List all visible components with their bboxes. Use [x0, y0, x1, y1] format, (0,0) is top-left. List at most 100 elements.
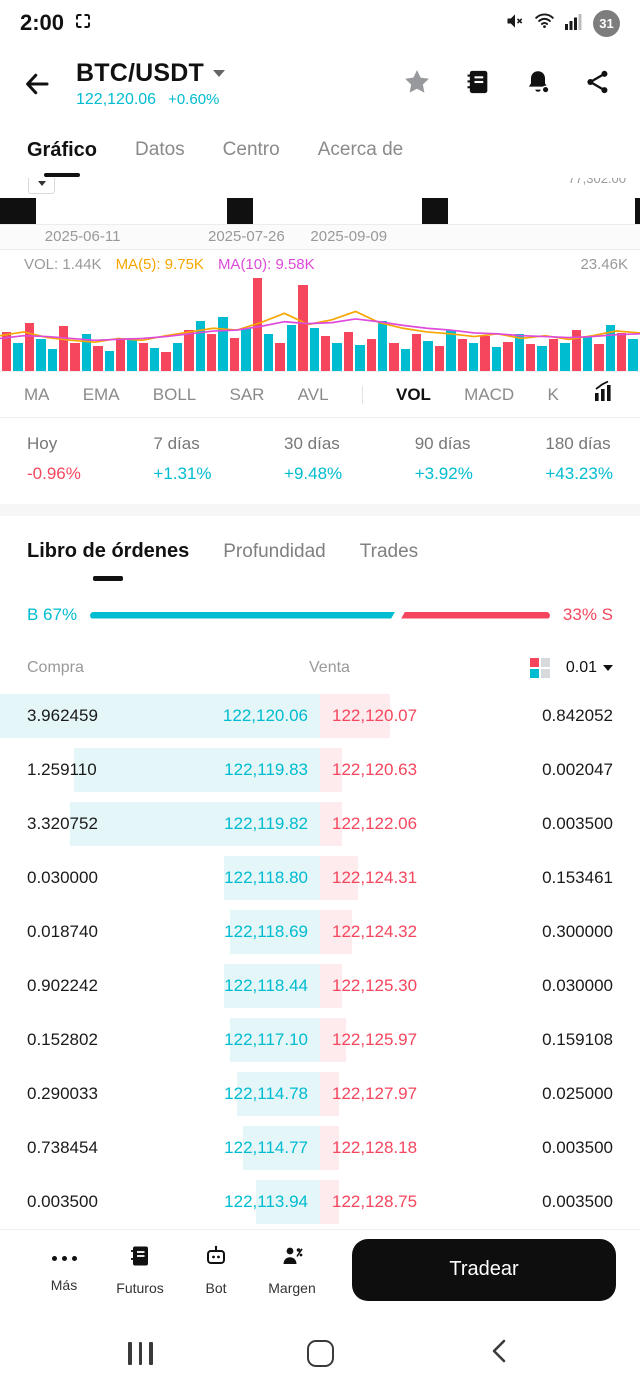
sell-price[interactable]: 122,124.31 — [332, 868, 418, 887]
orderbook-row[interactable]: 0.003500 122,113.94 122,128.75 0.003500 — [0, 1175, 640, 1229]
back-nav-icon[interactable] — [488, 1337, 512, 1370]
chart-settings-icon[interactable] — [592, 380, 616, 409]
margin-button[interactable]: Margen — [254, 1244, 330, 1296]
volume-bar — [36, 339, 46, 371]
bot-icon — [204, 1244, 228, 1273]
tab-acerca-de[interactable]: Acerca de — [317, 139, 404, 160]
favorite-star-icon[interactable] — [402, 67, 432, 102]
sell-price[interactable]: 122,128.18 — [332, 1138, 418, 1157]
indicator-macd[interactable]: MACD — [464, 384, 515, 404]
screenshot-icon — [74, 12, 92, 35]
orderbook-row[interactable]: 0.152802 122,117.10 122,125.97 0.159108 — [0, 1013, 640, 1067]
tab-profundidad[interactable]: Profundidad — [223, 541, 326, 562]
axis-price-label: 77,302.00 — [568, 178, 626, 186]
volume-bar — [389, 343, 399, 371]
indicator-boll[interactable]: BOLL — [152, 384, 197, 404]
price-chart-clipped[interactable]: 77,302.00 — [0, 178, 640, 224]
buy-qty: 0.290033 — [27, 1084, 98, 1103]
column-venta: Venta — [309, 659, 350, 676]
bot-button[interactable]: Bot — [178, 1244, 254, 1296]
tab-datos[interactable]: Datos — [135, 139, 185, 160]
buy-price[interactable]: 122,120.06 — [222, 706, 308, 725]
buy-price[interactable]: 122,113.94 — [224, 1192, 308, 1211]
indicator-vol[interactable]: VOL — [395, 384, 431, 404]
buy-price[interactable]: 122,117.10 — [224, 1030, 308, 1049]
home-icon[interactable] — [306, 1339, 334, 1367]
volume-bar — [241, 328, 251, 371]
price-alert-bell-icon[interactable] — [524, 68, 552, 101]
buy-price[interactable]: 122,114.77 — [224, 1138, 308, 1157]
chart-mini-dropdown[interactable] — [28, 178, 55, 194]
volume-bar — [13, 343, 23, 371]
pair-header: BTC/USDT 122,120.06 +0.60% — [0, 46, 640, 122]
buy-price[interactable]: 122,114.78 — [224, 1084, 308, 1103]
volume-bar — [286, 324, 297, 371]
column-compra: Compra — [27, 659, 84, 676]
orderbook-row[interactable]: 1.259110 122,119.83 122,120.63 0.002047 — [0, 743, 640, 797]
orderbook-row[interactable]: 3.962459 122,120.06 122,120.07 0.842052 — [0, 689, 640, 743]
bot-label: Bot — [205, 1279, 227, 1296]
sell-price[interactable]: 122,125.97 — [332, 1030, 418, 1049]
volume-bar — [320, 335, 331, 371]
indicator-avl[interactable]: AVL — [297, 384, 329, 404]
buy-price[interactable]: 122,118.69 — [224, 922, 308, 941]
buy-depth-bar — [70, 802, 320, 846]
indicator-ema[interactable]: EMA — [82, 384, 120, 404]
trade-button[interactable]: Tradear — [352, 1238, 616, 1301]
sell-price[interactable]: 122,122.06 — [332, 814, 418, 833]
orderbook-rows: 3.962459 122,120.06 122,120.07 0.842052 1.25… — [0, 689, 640, 1229]
sell-price[interactable]: 122,120.07 — [332, 706, 418, 725]
chart-candle-fragment — [227, 198, 253, 224]
buy-depth-bar — [236, 1072, 320, 1116]
buy-price[interactable]: 122,118.44 — [224, 976, 308, 995]
tab-libro-de-ordenes[interactable]: Libro de órdenes — [27, 540, 189, 581]
indicator-ma[interactable]: MA — [24, 384, 50, 404]
volume-bar — [93, 345, 103, 371]
orderbook-row[interactable]: 0.018740 122,118.69 122,124.32 0.300000 — [0, 905, 640, 959]
sell-price[interactable]: 122,120.63 — [332, 760, 418, 779]
buy-qty: 0.902242 — [27, 976, 98, 995]
indicator-k[interactable]: K — [547, 384, 559, 404]
orderbook-row[interactable]: 0.902242 122,118.44 122,125.30 0.030000 — [0, 959, 640, 1013]
precision-dropdown[interactable]: 0.01 — [566, 659, 613, 677]
orderbook-layout-icon[interactable] — [529, 658, 550, 678]
buy-price[interactable]: 122,119.83 — [224, 760, 308, 779]
volume-bar — [548, 339, 559, 371]
ma-lines-overlay — [0, 310, 640, 344]
back-button[interactable] — [22, 69, 62, 99]
pair-title: BTC/USDT — [76, 59, 204, 87]
sell-qty: 0.003500 — [542, 1138, 613, 1157]
share-icon[interactable] — [584, 68, 612, 101]
futures-button[interactable]: Futuros — [102, 1244, 178, 1296]
volume-bar — [172, 343, 183, 371]
futures-label: Futuros — [116, 1279, 164, 1296]
buy-depth-bar — [0, 694, 320, 738]
volume-bar — [423, 341, 433, 371]
buy-price[interactable]: 122,118.80 — [224, 868, 308, 887]
sell-price[interactable]: 122,127.97 — [332, 1084, 418, 1103]
orderbook-row[interactable]: 0.030000 122,118.80 122,124.31 0.153461 — [0, 851, 640, 905]
volume-scale-label: 23.46K — [580, 255, 628, 273]
sell-price[interactable]: 122,124.32 — [332, 922, 418, 941]
sell-ratio-label: 33% S — [562, 605, 613, 624]
tab-grafico[interactable]: Gráfico — [27, 138, 98, 161]
tab-trades[interactable]: Trades — [359, 541, 419, 562]
buy-price[interactable]: 122,119.82 — [224, 814, 308, 833]
sell-price[interactable]: 122,128.75 — [332, 1192, 418, 1211]
volume-bar — [628, 339, 638, 371]
orderbook-row[interactable]: 0.738454 122,114.77 122,128.18 0.003500 — [0, 1121, 640, 1175]
orderbook-row[interactable]: 3.320752 122,119.82 122,122.06 0.003500 — [0, 797, 640, 851]
volume-bar — [537, 345, 547, 371]
date-tick: 2025-06-11 — [44, 228, 121, 245]
pair-selector[interactable]: BTC/USDT — [76, 59, 225, 88]
volume-chart-pane[interactable] — [0, 278, 640, 372]
more-button[interactable]: Más — [26, 1246, 102, 1293]
volume-bar — [469, 343, 479, 371]
chevron-down-icon — [37, 181, 46, 186]
tab-centro[interactable]: Centro — [222, 139, 280, 160]
orders-journal-icon[interactable] — [464, 68, 492, 101]
sell-price[interactable]: 122,125.30 — [332, 976, 418, 995]
recents-icon[interactable] — [128, 1341, 153, 1365]
orderbook-row[interactable]: 0.290033 122,114.78 122,127.97 0.025000 — [0, 1067, 640, 1121]
indicator-sar[interactable]: SAR — [229, 384, 265, 404]
